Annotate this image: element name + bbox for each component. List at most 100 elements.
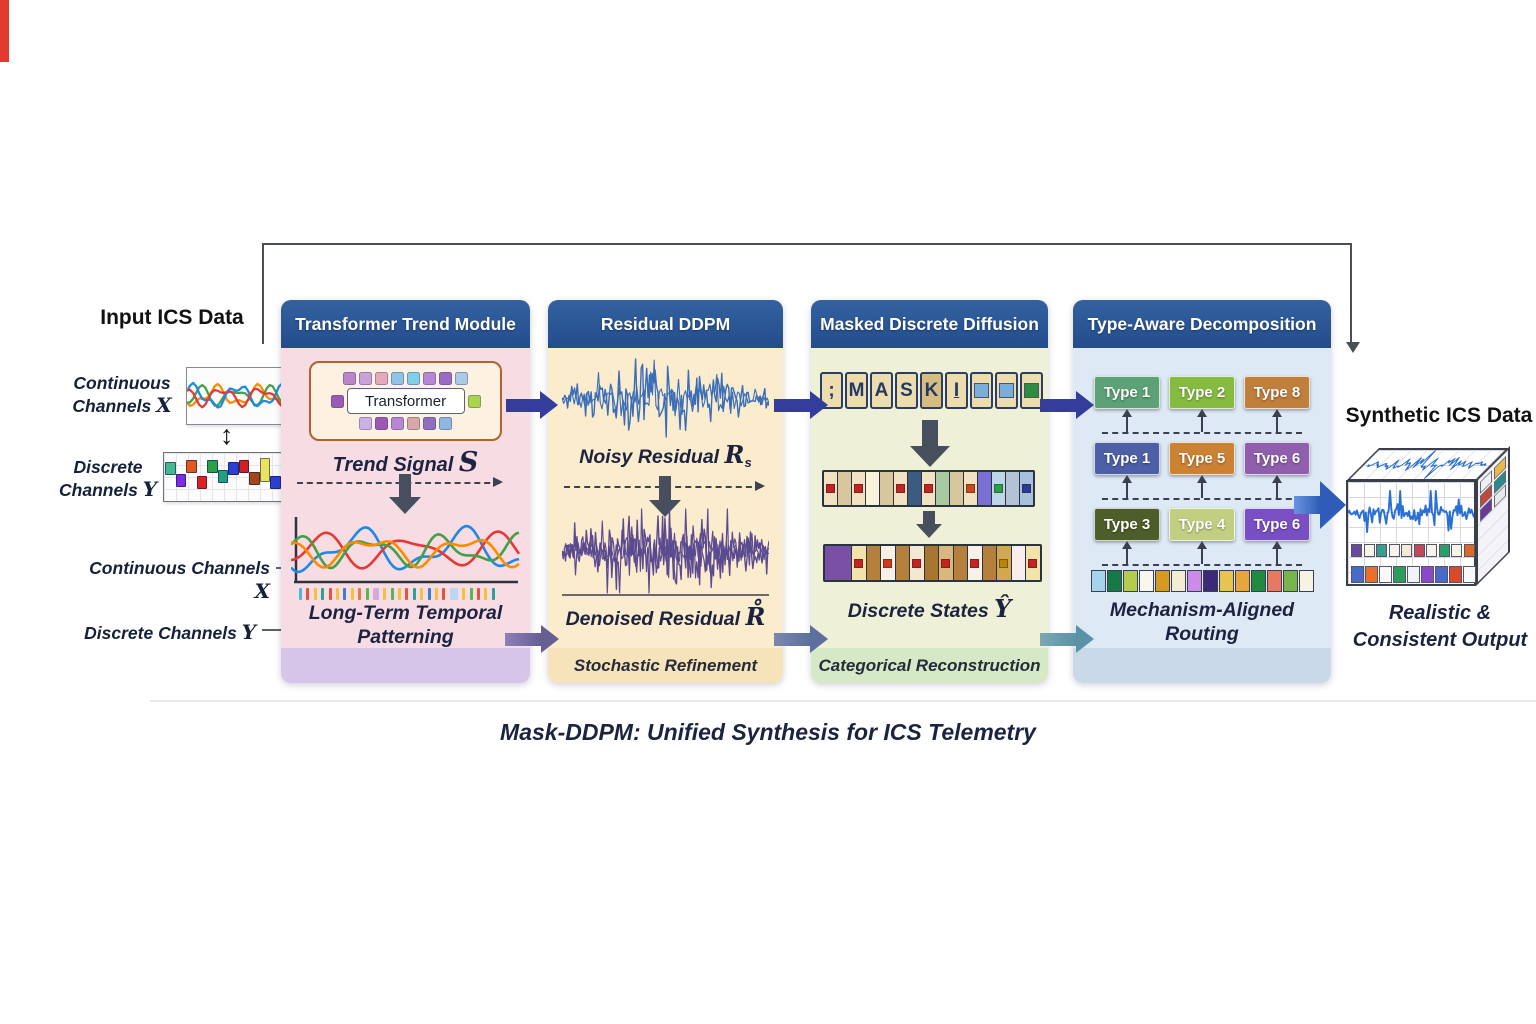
arrow-masked-to-typeaware-bottom (1040, 625, 1094, 653)
noised-state-row (822, 470, 1035, 507)
module-residual-ddpm: Residual DDPM Noisy Residual Rs Denoised… (548, 300, 783, 683)
continuous-label-line2: Channels (72, 396, 152, 416)
masked-down-arrow-small (916, 511, 942, 538)
denoised-label-text: Denoised Residual (565, 608, 741, 630)
routing-color-strip (1073, 570, 1331, 592)
token-mid-left (330, 394, 344, 408)
arrow-head (916, 524, 942, 538)
noisy-label-sub: s (744, 455, 752, 470)
caption-divider (150, 700, 1536, 702)
trend-down-arrow (389, 474, 421, 514)
trend-signal-text: Trend Signal (332, 454, 454, 476)
feedback-loop-line (262, 243, 1352, 344)
module-body-typeaware: Type 1 Type 2 Type 8 Type 1 Type 5 Type 6 Ty… (1073, 348, 1331, 648)
figure-caption: Mask-DDPM: Unified Synthesis for ICS Tel… (500, 719, 1036, 745)
up-arrow-icon (1272, 541, 1282, 564)
type-connector-2 (1102, 475, 1302, 500)
up-arrow-icon (1272, 475, 1282, 498)
arrow-shaft (506, 398, 540, 412)
arrow-head (649, 500, 681, 517)
output-caption: Realistic & Consistent Output (1344, 600, 1536, 654)
continuous-waves-chart (186, 381, 286, 409)
arrow-to-output (1294, 481, 1346, 529)
module-footer-masked: Categorical Reconstruction (811, 648, 1048, 683)
token-row-top (315, 372, 496, 385)
arrow-head (1320, 481, 1346, 529)
token-row-middle: Transformer (315, 388, 496, 414)
discrete-label-line2: Channels (59, 480, 138, 500)
discrete-channels-label: Discrete Channels Y (56, 456, 160, 501)
up-arrow-icon (1122, 475, 1132, 498)
output-caption-line1: Realistic & (1388, 602, 1492, 624)
arrow-shaft (1294, 496, 1320, 514)
transformer-block: Transformer (309, 361, 502, 441)
denoised-residual-label: Denoised Residual R̊ (548, 602, 783, 631)
noisy-label-var: R (724, 440, 745, 469)
up-arrow-icon (1197, 541, 1207, 564)
arrow-shaft (774, 398, 810, 412)
arrow-residual-to-masked (774, 391, 828, 419)
arrow-head (1076, 625, 1094, 653)
trend-caption: Long-Term Temporal Patterning (281, 601, 530, 649)
module-type-aware: Type-Aware Decomposition Type 1 Type 2 Typ… (1073, 300, 1331, 683)
module-header-trend: Transformer Trend Module (281, 300, 530, 348)
continuous-channels-label: Continuous Channels X (64, 372, 180, 417)
module-body-masked: ; M A S K I Discrete States Ŷ (811, 348, 1048, 648)
up-arrow-icon (1272, 409, 1282, 432)
module-footer-trend (281, 648, 530, 683)
discrete-states-label: Discrete States Ŷ (811, 594, 1048, 623)
continuous-label-line1: Continuous (73, 373, 171, 393)
token-row-bottom (315, 417, 496, 430)
module-header-residual: Residual DDPM (548, 300, 783, 348)
continuous-channels-thumbnail (186, 367, 286, 425)
arrow-head (389, 497, 421, 514)
feedback-loop-arrowhead (1346, 342, 1360, 353)
noisy-label-text: Noisy Residual (579, 446, 720, 468)
typeaware-caption-line2: Routing (1165, 623, 1239, 645)
arrow-head (540, 391, 558, 419)
discrete-inline-text: Discrete Channels (84, 623, 237, 643)
arrow-shaft (1040, 632, 1076, 646)
continuous-inline-label: Continuous Channels X (70, 558, 270, 603)
denoised-residual-waveform (561, 508, 770, 596)
arrow-shaft (399, 474, 411, 497)
continuous-var: X (156, 393, 172, 417)
trend-signal-label: Trend Signal S (281, 447, 530, 478)
discrete-inline-label: Discrete Channels Y (70, 620, 256, 644)
arrow-head (810, 625, 828, 653)
discrete-state-row (823, 544, 1042, 582)
states-label-var: Ŷ (994, 594, 1012, 623)
arrow-head (810, 391, 828, 419)
residual-down-arrow (649, 476, 681, 517)
red-edge-mark (0, 0, 9, 62)
trend-caption-line2: Patterning (357, 626, 454, 648)
arrow-shaft (1040, 398, 1076, 412)
continuous-inline-text: Continuous Channels (89, 558, 270, 578)
arrow-head (910, 446, 950, 467)
transformer-label: Transformer (346, 388, 465, 414)
type-chip-row-2: Type 1 Type 5 Type 6 (1073, 442, 1331, 475)
denoised-label-var: R̊ (745, 602, 766, 631)
input-section-title: Input ICS Data (100, 306, 244, 329)
discrete-var: Y (142, 477, 157, 501)
continuous-inline-var: X (254, 579, 270, 603)
output-cube-cell-row-1 (1351, 544, 1475, 557)
typeaware-caption-line1: Mechanism-Aligned (1109, 599, 1295, 621)
discrete-label-line1: Discrete (73, 457, 143, 477)
noisy-residual-waveform (561, 358, 770, 438)
module-footer-residual: Stochastic Refinement (548, 648, 783, 683)
trend-signal-var: S (458, 447, 479, 478)
up-arrow-icon (1197, 475, 1207, 498)
type-chip-row-3: Type 3 Type 4 Type 6 (1073, 508, 1331, 541)
arrow-head (541, 625, 559, 653)
output-cube-front-face (1346, 480, 1476, 586)
arrow-shaft (659, 476, 671, 500)
mask-token-row: ; M A S K I (820, 372, 1043, 409)
noisy-residual-label: Noisy Residual Rs (548, 440, 783, 470)
arrow-residual-to-masked-bottom (774, 625, 828, 653)
up-arrow-icon (1122, 541, 1132, 564)
temporal-pattern-chart (291, 517, 520, 584)
type-connector-3 (1102, 541, 1302, 566)
trend-caption-line1: Long-Term Temporal (308, 602, 503, 624)
